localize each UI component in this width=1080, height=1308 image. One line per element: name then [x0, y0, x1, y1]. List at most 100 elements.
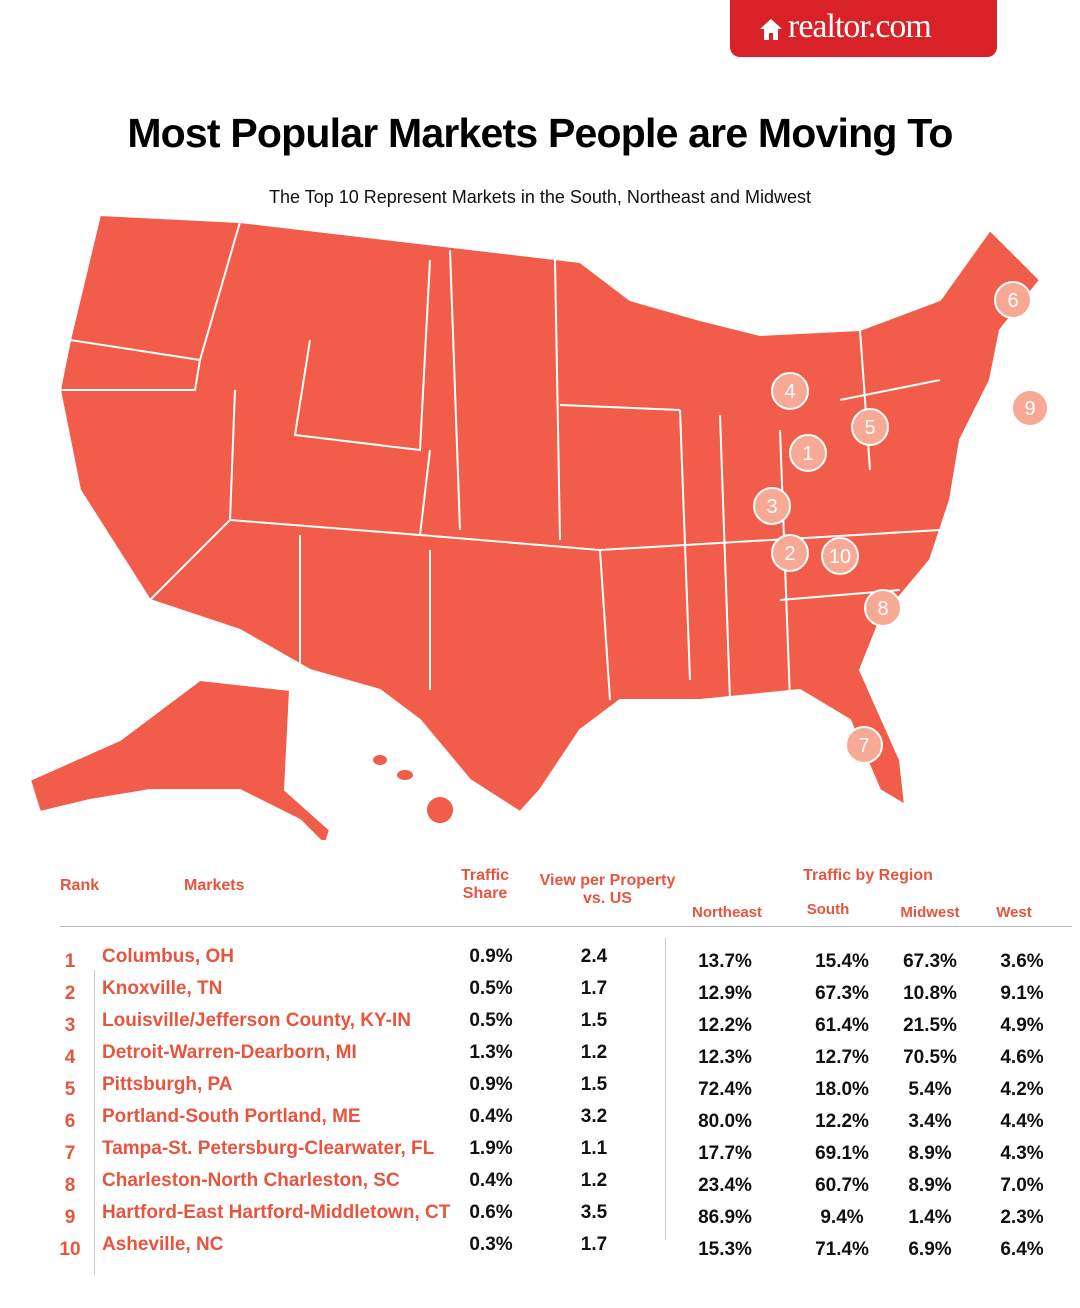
rank: 3 — [64, 1015, 76, 1036]
west: 6.4% — [1000, 1239, 1044, 1260]
west: 4.3% — [1000, 1143, 1044, 1164]
divider — [665, 938, 666, 1240]
subtitle: The Top 10 Represent Markets in the Sout… — [269, 187, 811, 207]
views-vs-us: 1.1 — [580, 1138, 608, 1159]
header: Midwest — [900, 904, 960, 921]
marker-label: 2 — [784, 543, 795, 565]
marker-label: 1 — [802, 443, 813, 465]
midwest: 8.9% — [908, 1143, 952, 1164]
views-vs-us: 1.7 — [580, 1234, 608, 1255]
rank: 5 — [64, 1079, 76, 1100]
midwest: 8.9% — [908, 1175, 952, 1196]
rank: 1 — [64, 951, 76, 972]
rank: 2 — [64, 983, 76, 1004]
header: Traffic Share — [460, 867, 509, 902]
south: 71.4% — [815, 1239, 869, 1260]
state-borders — [60, 221, 941, 701]
market: Asheville, NC — [102, 1234, 224, 1255]
midwest: 1.4% — [908, 1207, 952, 1228]
south: 9.4% — [820, 1207, 864, 1228]
marker — [994, 281, 1032, 319]
alaska — [29, 679, 331, 840]
south: 67.3% — [815, 983, 869, 1004]
traffic-share: 1.9% — [469, 1138, 513, 1159]
south: 15.4% — [815, 951, 869, 972]
marker — [789, 434, 827, 472]
traffic-share: 0.9% — [469, 946, 513, 967]
northeast: 15.3% — [698, 1239, 752, 1260]
northeast: 12.3% — [698, 1047, 752, 1068]
views-vs-us: 1.2 — [580, 1042, 608, 1063]
rank: 7 — [64, 1143, 76, 1164]
midwest: 70.5% — [903, 1047, 957, 1068]
midwest: 6.9% — [908, 1239, 952, 1260]
views-vs-us: 1.5 — [580, 1074, 608, 1095]
west: 4.9% — [1000, 1015, 1044, 1036]
midwest: 3.4% — [908, 1111, 952, 1132]
midwest: 67.3% — [903, 951, 957, 972]
midwest: 5.4% — [908, 1079, 952, 1100]
west: 9.1% — [1000, 983, 1044, 1004]
market: Knoxville, TN — [102, 978, 223, 999]
south: 69.1% — [815, 1143, 869, 1164]
header: View per Property vs. US — [539, 872, 676, 907]
traffic-share: 0.4% — [469, 1170, 513, 1191]
rank: 6 — [64, 1111, 76, 1132]
market: Hartford-East Hartford-Middletown, CT — [102, 1202, 451, 1223]
northeast: 12.2% — [698, 1015, 752, 1036]
market: Tampa-St. Petersburg-Clearwater, FL — [102, 1138, 435, 1159]
views-vs-us: 3.5 — [580, 1202, 608, 1223]
west: 2.3% — [1000, 1207, 1044, 1228]
marker — [821, 537, 859, 575]
rank: 9 — [64, 1207, 76, 1228]
northeast: 72.4% — [698, 1079, 752, 1100]
marker — [851, 408, 889, 446]
midwest: 10.8% — [903, 983, 957, 1004]
views-vs-us: 2.4 — [580, 946, 608, 967]
northeast: 13.7% — [698, 951, 752, 972]
rank: 8 — [64, 1175, 76, 1196]
traffic-share: 0.9% — [469, 1074, 513, 1095]
market: Columbus, OH — [102, 946, 234, 967]
divider — [94, 970, 95, 1275]
header: Northeast — [691, 904, 762, 921]
west: 4.6% — [1000, 1047, 1044, 1068]
traffic-share: 0.5% — [469, 978, 513, 999]
header: Rank — [60, 877, 100, 894]
northeast: 86.9% — [698, 1207, 752, 1228]
west: 4.4% — [1000, 1111, 1044, 1132]
market: Portland-South Portland, ME — [102, 1106, 361, 1127]
views-vs-us: 1.5 — [580, 1010, 608, 1031]
marker-label: 5 — [864, 417, 875, 439]
marker-label: 4 — [784, 381, 795, 403]
marker — [771, 534, 809, 572]
marker — [864, 589, 902, 627]
market: Louisville/Jefferson County, KY-IN — [102, 1010, 411, 1031]
marker — [845, 726, 883, 764]
northeast: 12.9% — [698, 983, 752, 1004]
northeast: 23.4% — [698, 1175, 752, 1196]
west: 7.0% — [1000, 1175, 1044, 1196]
views-vs-us: 1.2 — [580, 1170, 608, 1191]
brand-logo[interactable]: realtor.com — [730, 0, 997, 57]
header: Traffic by Region — [803, 867, 933, 884]
marker-label: 6 — [1007, 290, 1018, 312]
south: 60.7% — [815, 1175, 869, 1196]
rank: 10 — [59, 1239, 81, 1260]
hawaii — [395, 768, 415, 782]
traffic-share: 0.3% — [469, 1234, 513, 1255]
header-rule — [60, 926, 1072, 927]
south: 61.4% — [815, 1015, 869, 1036]
south: 12.2% — [815, 1111, 869, 1132]
title: Most Popular Markets People are Moving T… — [127, 110, 953, 156]
traffic-share: 1.3% — [469, 1042, 513, 1063]
marker — [771, 372, 809, 410]
west: 4.2% — [1000, 1079, 1044, 1100]
marker-label: 7 — [858, 735, 869, 757]
marker — [753, 487, 791, 525]
hawaii — [425, 795, 455, 825]
traffic-share: 0.5% — [469, 1010, 513, 1031]
market: Detroit-Warren-Dearborn, MI — [102, 1042, 357, 1063]
header: South — [806, 901, 850, 918]
